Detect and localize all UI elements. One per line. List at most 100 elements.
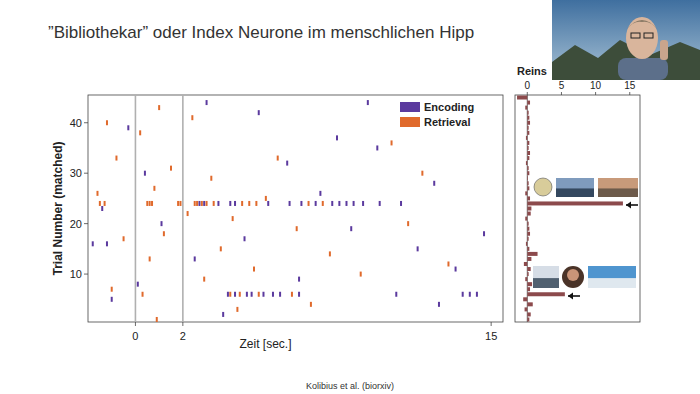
thumbnail-detail [588,278,636,288]
plot-frame [88,95,503,322]
event-mark [308,201,310,206]
event-mark [244,236,246,241]
webcam-hair [626,20,658,30]
bar [527,287,530,291]
events [92,100,485,322]
event-mark [300,201,302,206]
event-mark [170,166,172,171]
series-1 [96,105,449,322]
event-mark [400,201,402,206]
event-mark [417,246,419,251]
bar [527,116,529,120]
y-tick-label: 10 [70,268,82,280]
legend: EncodingRetrieval [400,101,474,128]
y-tick-label: 20 [70,218,82,230]
bar [527,312,530,316]
bar [527,272,528,276]
thumbnail [556,178,594,197]
webcam-head [626,17,658,59]
bar [527,227,529,231]
event-mark [156,317,158,322]
y-tick [84,173,88,174]
legend-swatch [400,117,420,127]
event-mark [222,312,224,317]
bar [527,212,530,216]
bar [527,171,529,175]
event-mark [362,201,364,206]
x-tick-label: 15 [485,330,497,342]
event-mark [289,201,291,206]
bar [527,176,529,180]
event-mark [376,145,378,150]
event-mark [229,292,231,297]
bar [525,191,527,195]
event-mark [206,100,208,105]
event-mark [360,272,362,277]
event-mark [196,201,198,206]
bar [527,141,529,145]
event-mark [255,201,257,206]
event-mark [447,261,449,266]
stimulus-line [182,95,184,322]
event-mark [111,287,113,292]
event-mark [163,231,165,236]
bar [527,156,529,160]
webcam-hills [552,40,700,80]
bar [527,317,529,321]
event-mark [322,201,324,206]
bar [523,297,527,301]
event-mark [111,297,113,302]
y-tick-label: 40 [70,117,82,129]
x-tick [491,322,492,326]
x-tick [595,92,596,95]
thumbnails [533,178,638,288]
bar [527,222,528,226]
arrow-head [568,293,573,300]
thumbnail-detail [533,278,559,288]
event-mark [286,161,288,166]
event-mark [239,292,241,297]
event-mark [350,226,352,231]
event-mark [101,206,103,211]
event-mark [462,292,464,297]
event-mark [213,201,215,206]
event-mark [469,292,471,297]
bar [526,242,527,246]
thumbnail [562,266,584,288]
event-mark [338,201,340,206]
event-mark [331,201,333,206]
thumbnail-detail [598,188,638,197]
event-mark [438,302,440,307]
arrow-head [626,202,631,209]
event-mark [234,201,236,206]
bar [525,217,527,221]
y-tick [84,223,88,224]
legend-label: Encoding [424,101,474,113]
bar [525,106,527,110]
y-tick-label: 30 [70,167,82,179]
event-mark [251,292,253,297]
event-mark [151,201,153,206]
event-mark [455,267,457,272]
event-mark [267,201,269,206]
event-mark [142,292,144,297]
bar [525,307,528,311]
stimulus-line [135,95,137,322]
event-mark [483,231,485,236]
event-mark [272,292,274,297]
event-mark [201,201,203,206]
event-mark [229,201,231,206]
bar [527,166,528,170]
event-mark [310,302,312,307]
event-mark [220,246,222,251]
y-tick [84,274,88,275]
event-mark [246,292,248,297]
event-mark [232,216,234,221]
thumbnail-detail [556,188,594,197]
bar [527,181,528,185]
event-mark [433,181,435,186]
event-mark [258,110,260,115]
event-mark [115,156,117,161]
thumbnail [533,266,559,288]
x-tick [561,92,562,95]
